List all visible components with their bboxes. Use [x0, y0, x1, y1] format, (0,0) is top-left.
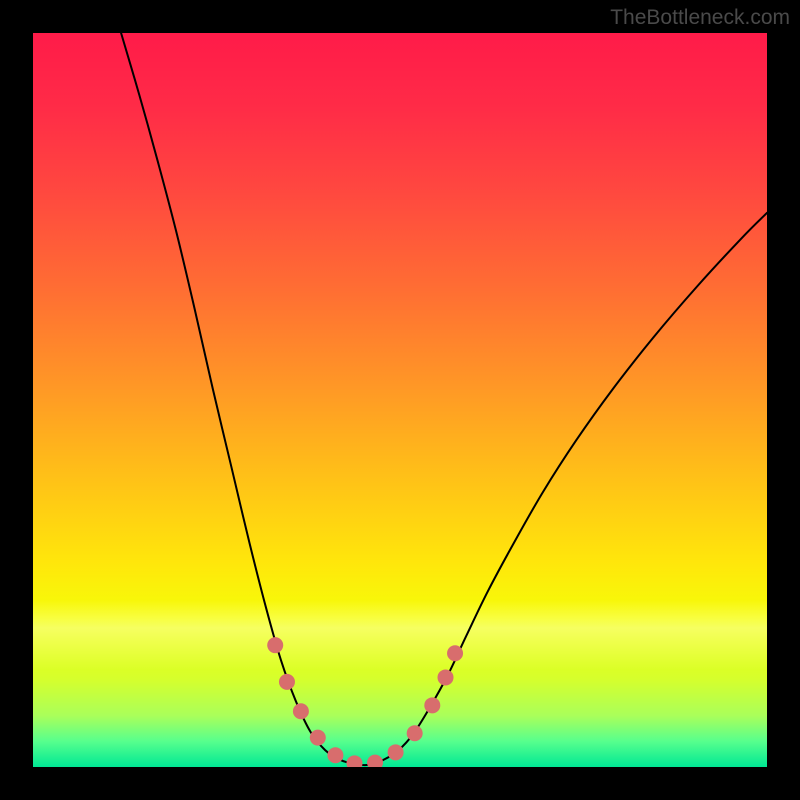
curve-marker — [388, 744, 404, 760]
curve-marker — [424, 697, 440, 713]
chart-stage: TheBottleneck.com — [0, 0, 800, 800]
watermark-text: TheBottleneck.com — [610, 6, 790, 30]
curve-marker — [407, 725, 423, 741]
curve-marker — [447, 645, 463, 661]
curve-marker — [327, 747, 343, 763]
bottleneck-curve-chart — [0, 0, 800, 800]
curve-marker — [267, 637, 283, 653]
curve-marker — [279, 674, 295, 690]
curve-marker — [293, 703, 309, 719]
curve-marker — [310, 730, 326, 746]
curve-marker — [438, 669, 454, 685]
